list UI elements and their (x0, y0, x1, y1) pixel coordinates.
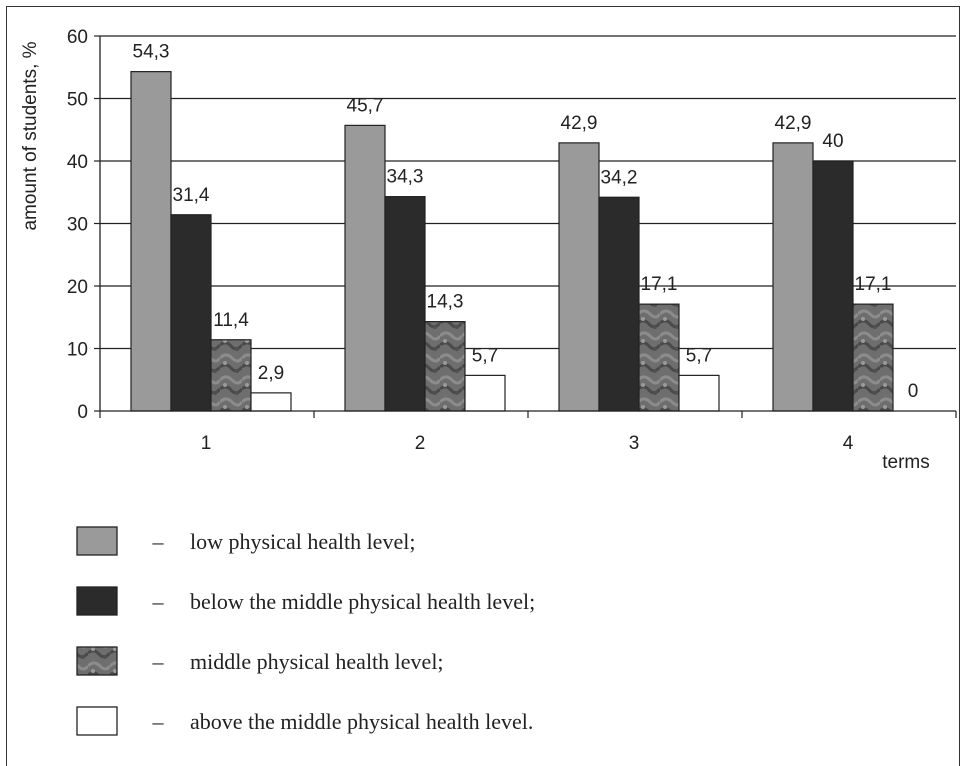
bar (424, 321, 466, 412)
bar (384, 196, 426, 412)
legend-dash: – (152, 649, 165, 674)
legend-label: middle physical health level; (190, 649, 444, 674)
bar (464, 374, 506, 412)
y-tick-label: 0 (77, 402, 88, 423)
legend-swatch (76, 586, 118, 616)
y-tick-label: 20 (67, 277, 88, 298)
y-tick-label: 50 (67, 90, 88, 111)
x-tick-label: 1 (201, 433, 212, 454)
data-label: 5,7 (686, 345, 712, 366)
legend-swatch (76, 706, 118, 736)
data-label: 5,7 (472, 345, 498, 366)
data-label: 42,9 (775, 113, 812, 134)
legend: – low physical health level;– below the mi… (76, 526, 535, 736)
data-label: 14,3 (427, 292, 464, 313)
y-axis-label: amount of students, % (20, 41, 41, 230)
figure-frame (6, 6, 960, 766)
bar (678, 374, 720, 412)
data-label: 0 (908, 381, 919, 402)
legend-swatch (76, 526, 118, 556)
data-label: 42,9 (561, 113, 598, 134)
bars (130, 71, 894, 412)
bar (344, 124, 386, 412)
bar (558, 142, 600, 412)
legend-swatch (76, 646, 118, 676)
data-label: 2,9 (258, 363, 284, 384)
bar (250, 392, 292, 412)
data-label: 31,4 (173, 185, 210, 206)
legend-label: below the middle physical health level; (190, 589, 535, 614)
x-tick-label: 3 (629, 433, 640, 454)
legend-label: above the middle physical health level. (190, 709, 533, 734)
bar (812, 160, 854, 412)
legend-dash: – (152, 529, 165, 554)
bar (210, 339, 252, 412)
data-label: 45,7 (347, 95, 384, 116)
data-label: 17,1 (641, 274, 678, 295)
bar (772, 142, 814, 412)
y-tick-label: 10 (67, 340, 88, 361)
x-tick-label: 2 (415, 433, 426, 454)
data-label: 54,3 (133, 42, 170, 63)
bar (598, 196, 640, 412)
axes: 0 10 20 30 40 50 60 1 2 3 4 (67, 27, 957, 454)
legend-label: low physical health level; (190, 529, 415, 554)
data-label: 34,3 (387, 167, 424, 188)
data-label: 40 (822, 131, 843, 152)
bar (130, 71, 172, 412)
y-tick-label: 40 (67, 152, 88, 173)
data-label: 17,1 (855, 274, 892, 295)
bar (638, 303, 680, 412)
y-tick-label: 60 (67, 27, 88, 48)
data-label: 34,2 (601, 167, 638, 188)
bar (170, 214, 212, 412)
data-label: 11,4 (213, 310, 249, 331)
bar (852, 303, 894, 412)
legend-dash: – (152, 709, 165, 734)
data-labels: 54,3 31,4 11,4 2,9 45,7 34,3 14,3 5,7 42,9 34,2 17… (133, 42, 919, 402)
y-tick-label: 30 (67, 215, 88, 236)
legend-dash: – (152, 589, 165, 614)
x-axis-label: terms (882, 452, 930, 473)
x-tick-label: 4 (843, 433, 854, 454)
